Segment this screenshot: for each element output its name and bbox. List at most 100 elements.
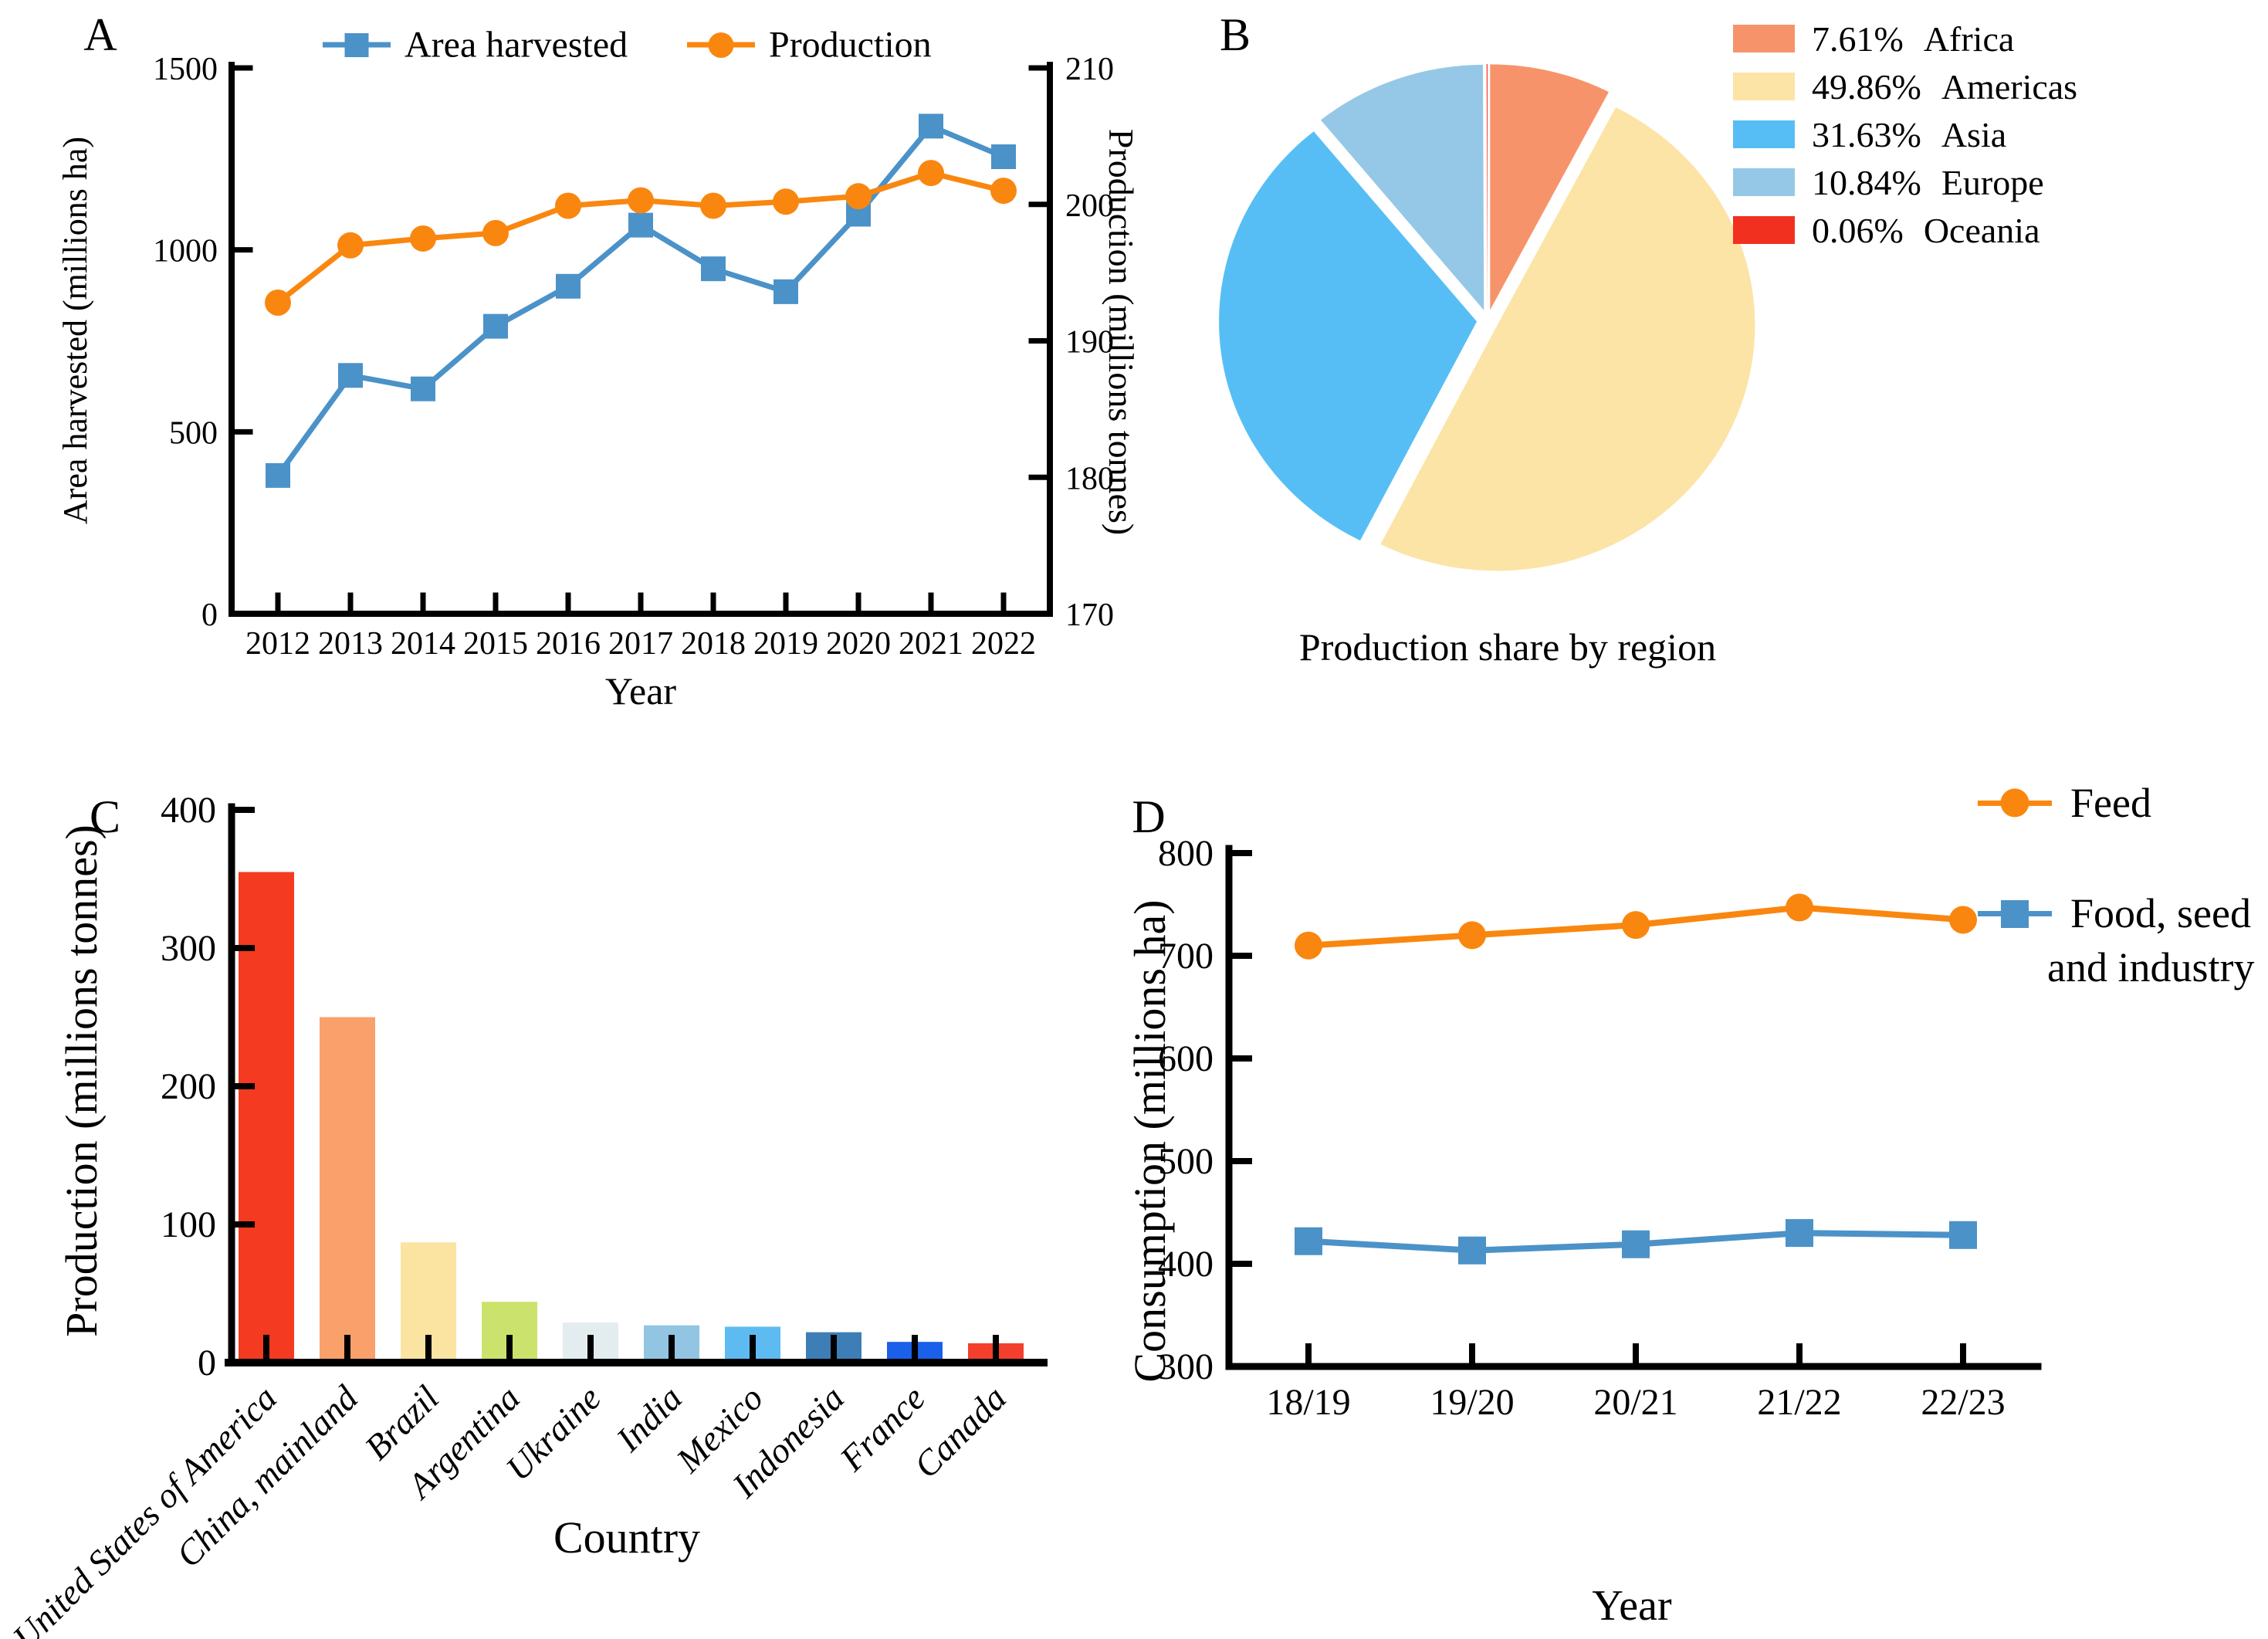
- legend-pct: 49.86%: [1812, 66, 1921, 107]
- tick-label: 2018: [681, 626, 746, 662]
- tick-label: 400: [1158, 1244, 1214, 1285]
- feed-legend-marker: [1978, 788, 2052, 818]
- data-point-square: [483, 313, 508, 339]
- x-tick-label: Canada: [906, 1378, 1014, 1485]
- pie-slice-americas: [1380, 107, 1755, 571]
- legend-label: Americas: [1941, 66, 2078, 107]
- tick-label: 2019: [753, 626, 818, 662]
- tick-label: 20/21: [1593, 1382, 1677, 1423]
- tick-label: 2014: [391, 626, 455, 662]
- legend-item-asia: 31.63% Asia: [1733, 115, 2006, 154]
- panel-d-letter: D: [1132, 791, 1166, 842]
- tick-label: 100: [161, 1204, 216, 1245]
- tick-label: 21/22: [1757, 1382, 1841, 1423]
- tick-label: 300: [1158, 1346, 1214, 1387]
- square-marker-icon: [2001, 899, 2029, 928]
- production-legend-marker: [687, 32, 755, 58]
- tick-label: 300: [161, 928, 216, 969]
- panel-b-letter: B: [1219, 9, 1251, 60]
- series-feed: [1295, 893, 1977, 960]
- panel-c-xaxis-title: Country: [553, 1512, 701, 1563]
- panel-a-xaxis-title: Year: [604, 669, 677, 713]
- data-point-circle: [482, 219, 509, 246]
- data-point-square: [1786, 1219, 1813, 1248]
- data-point-square: [556, 273, 581, 299]
- data-point-square: [701, 256, 726, 282]
- legend-label: Asia: [1941, 114, 2007, 154]
- legend-item-africa: 7.61% Africa: [1733, 19, 2014, 59]
- legend-label: Feed: [2070, 779, 2151, 826]
- data-point-square: [628, 212, 653, 238]
- legend-label: Food, seed and industry: [2047, 886, 2254, 994]
- data-point-square: [1949, 1221, 1977, 1249]
- tick-label: 0: [201, 598, 218, 633]
- food-seed-legend-marker: [1978, 899, 2052, 928]
- tick-label: 19/20: [1430, 1382, 1514, 1423]
- tick-label: 2020: [826, 626, 891, 662]
- data-point-circle: [628, 187, 654, 214]
- data-point-square: [991, 144, 1016, 170]
- data-point-circle: [773, 188, 799, 215]
- tick-label: 200: [1065, 188, 1114, 224]
- panel-b-chart: [1219, 64, 1755, 571]
- data-point-circle: [1622, 911, 1650, 940]
- legend-pct: 7.61%: [1812, 19, 1904, 59]
- legend-item-americas: 49.86% Americas: [1733, 67, 2077, 107]
- legend-swatch: [1733, 25, 1795, 52]
- pie-slice-europe: [1320, 64, 1484, 310]
- data-point-circle: [1458, 921, 1486, 950]
- tick-label: 800: [1158, 833, 1214, 874]
- legend-item-area-harvested: Area harvested: [323, 24, 628, 66]
- data-point-circle: [918, 160, 944, 187]
- panel-d-yaxis-title: Consumption (millions ha): [1125, 899, 1175, 1383]
- tick-label: 2021: [899, 626, 963, 662]
- circle-marker-icon: [2000, 788, 2029, 818]
- data-point-square: [266, 462, 290, 488]
- panel-c-letter: C: [89, 791, 121, 842]
- tick-label: 200: [161, 1066, 216, 1107]
- data-point-circle: [265, 290, 291, 317]
- legend-label: Europe: [1941, 162, 2044, 202]
- bar-united-states-of-america: [239, 872, 294, 1363]
- tick-label: 180: [1065, 461, 1114, 496]
- legend-swatch: [1733, 168, 1795, 196]
- legend-label-line2: and industry: [2047, 944, 2255, 991]
- data-point-square: [411, 376, 435, 401]
- legend-item-oceania: 0.06% Oceania: [1733, 211, 2040, 250]
- data-point-square: [1622, 1230, 1650, 1258]
- tick-label: 2022: [971, 626, 1036, 662]
- legend-pct: 0.06%: [1812, 210, 1904, 250]
- pie-chart-title: Production share by region: [1298, 625, 1717, 669]
- square-marker-icon: [344, 32, 369, 57]
- tick-label: 22/23: [1921, 1382, 2005, 1423]
- legend-pct: 10.84%: [1812, 162, 1921, 202]
- bar-china-mainland: [320, 1017, 375, 1363]
- series-production: [265, 160, 1017, 317]
- tick-label: 1000: [153, 234, 218, 269]
- data-point-circle: [555, 192, 581, 219]
- legend-item-feed: Feed: [1978, 776, 2151, 830]
- panel-a-letter: A: [83, 9, 117, 60]
- data-point-circle: [1949, 906, 1977, 934]
- tick-label: 2016: [536, 626, 601, 662]
- panel-a-right-axis-title: Production (millions tonnes): [1102, 128, 1141, 536]
- tick-label: 600: [1158, 1038, 1214, 1079]
- circle-marker-icon: [708, 32, 734, 58]
- tick-label: 400: [161, 790, 216, 831]
- pie-slice-asia: [1219, 131, 1478, 541]
- tick-label: 500: [169, 415, 218, 451]
- data-point-square: [338, 363, 363, 388]
- tick-label: 0: [198, 1343, 216, 1383]
- data-point-circle: [845, 183, 872, 210]
- legend-swatch: [1733, 216, 1795, 244]
- tick-label: 190: [1065, 325, 1114, 361]
- panel-c-yaxis-title: Production (millions tonnes): [56, 825, 107, 1337]
- legend-label: Area harvested: [405, 24, 628, 66]
- series-food-seed-and-industry: [1295, 1219, 1977, 1265]
- legend-label: Production: [769, 24, 932, 66]
- tick-label: 210: [1065, 52, 1114, 87]
- tick-label: 2017: [608, 626, 673, 662]
